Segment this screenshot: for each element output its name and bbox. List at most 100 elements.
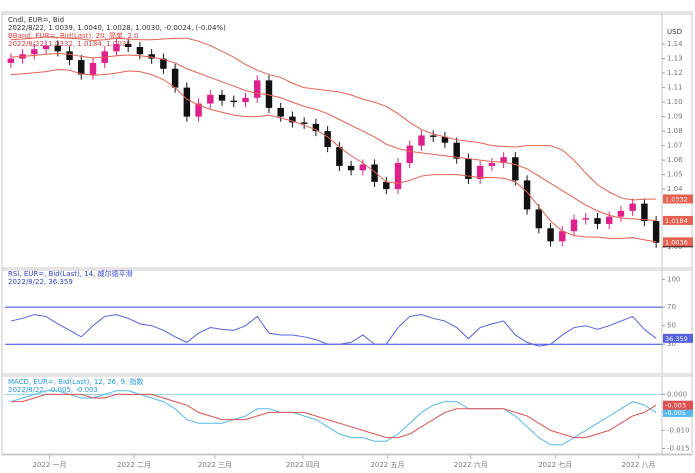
last-value-tag: 1.0184: [665, 217, 688, 225]
panel-header: Cndl, EUR=, Bid: [8, 16, 64, 24]
y-tick-label: 1.11: [667, 84, 683, 92]
candle-body: [254, 80, 261, 98]
series-line: [10, 390, 657, 446]
candle-body: [324, 131, 331, 148]
y-tick-label: 1.14: [667, 40, 683, 48]
candle-body: [89, 62, 97, 75]
candle-body: [418, 135, 425, 146]
y-tick-label: 1.13: [667, 55, 683, 63]
candle-body: [277, 107, 284, 117]
last-value-tag-box: [663, 407, 693, 417]
candle-body: [406, 145, 413, 164]
y-tick-label: 1.09: [667, 113, 683, 121]
panel-header: 2022/8/22, 1.0039, 1.0040, 1.0028, 1.003…: [8, 24, 226, 32]
candle-body: [300, 122, 308, 124]
candle-body: [183, 87, 191, 117]
y-tick-label: 100: [667, 275, 680, 283]
candle-body: [582, 218, 589, 220]
y-tick-label: 1.12: [667, 69, 683, 77]
candle-body: [394, 163, 402, 190]
candle-body: [500, 157, 507, 164]
last-value-tag-box: [663, 400, 693, 410]
candle-body: [453, 142, 460, 159]
last-value-tag-box: [663, 237, 693, 247]
candle-body: [207, 94, 214, 104]
last-value-tag: 1.0036: [665, 238, 688, 246]
candle-body: [289, 116, 296, 123]
candle-body: [31, 49, 38, 55]
x-tick-label: 2022 一月: [33, 461, 67, 469]
x-tick-label: 2022 八月: [622, 461, 656, 469]
series-line: [10, 36, 657, 201]
x-tick-label: 2022 四月: [286, 461, 320, 469]
candle-body: [347, 165, 355, 171]
series-line: [10, 68, 657, 243]
candle-body: [441, 136, 449, 143]
panel-header: RSI, EUR=, Bid(Last), 14, 威尔德平滑: [8, 269, 133, 278]
candle-body: [605, 216, 613, 224]
candle-body: [383, 181, 390, 190]
candle-body: [476, 165, 484, 179]
candle-body: [242, 97, 249, 103]
candle-body: [559, 231, 566, 242]
candle-body: [535, 209, 543, 229]
candle-body: [136, 47, 144, 55]
y-tick-label: 1.08: [667, 127, 683, 135]
y-tick-label: 1.07: [667, 142, 683, 150]
panel-header: BBand, EUR=, Bid(Last), 20, 简单, 2.0: [8, 31, 139, 40]
candle-body: [336, 147, 343, 166]
y-tick-label: -0.015: [667, 444, 690, 452]
candle-body: [617, 210, 625, 217]
axis-unit: USD: [667, 28, 682, 36]
candle-body: [429, 135, 437, 137]
y-tick-label: 1.06: [667, 156, 683, 164]
x-tick-label: 2022 五月: [370, 461, 404, 469]
last-value-tag-box: [663, 215, 693, 225]
y-tick-label: 50: [667, 322, 676, 330]
y-tick-label: 0.000: [667, 390, 687, 398]
candle-body: [465, 158, 472, 179]
candle-body: [523, 180, 531, 210]
series-line: [10, 314, 657, 347]
candle-body: [7, 58, 15, 63]
candle-body: [230, 100, 238, 103]
last-value-tag-box: [663, 333, 693, 343]
candle-body: [171, 68, 179, 88]
panel-header: MACD, EUR=, Bid(Last), 12, 26, 9, 指数: [8, 377, 143, 386]
y-tick-label: 30: [667, 340, 676, 348]
candle-body: [265, 80, 273, 108]
candle-body: [78, 60, 85, 75]
last-value-tag: -0.003: [665, 402, 686, 410]
candle-body: [652, 221, 660, 243]
last-value-tag: -0.005: [665, 409, 686, 417]
candle-body: [66, 51, 73, 61]
candle-body: [160, 58, 167, 69]
candle-body: [113, 44, 120, 52]
candle-body: [359, 164, 367, 171]
series-line: [10, 53, 657, 221]
candle-body: [641, 203, 648, 222]
candle-body: [218, 94, 226, 101]
last-value-tag-box: [663, 194, 693, 204]
panel-header: 2022/8/22, -0.005, -0.003: [8, 386, 98, 394]
y-tick-label: 1.04: [667, 185, 683, 193]
x-tick-label: 2022 六月: [454, 460, 488, 469]
candle-body: [547, 228, 554, 242]
panel-frame: [1, 267, 693, 375]
y-tick-label: 1.10: [667, 98, 683, 106]
x-tick-label: 2022 二月: [117, 461, 151, 469]
candle-body: [312, 123, 320, 132]
candle-body: [512, 157, 519, 181]
candle-body: [54, 45, 62, 52]
panel-header: 2022/8/22, 1.0332, 1.0184, 1.0036: [8, 40, 131, 48]
x-tick-label: 2022 三月: [198, 461, 232, 469]
candle-body: [488, 163, 496, 166]
candle-body: [42, 45, 50, 50]
series-line: [10, 393, 657, 439]
candle-body: [629, 203, 636, 211]
candle-body: [148, 54, 155, 59]
y-tick-label: 70: [667, 303, 676, 311]
candle-body: [371, 164, 378, 182]
